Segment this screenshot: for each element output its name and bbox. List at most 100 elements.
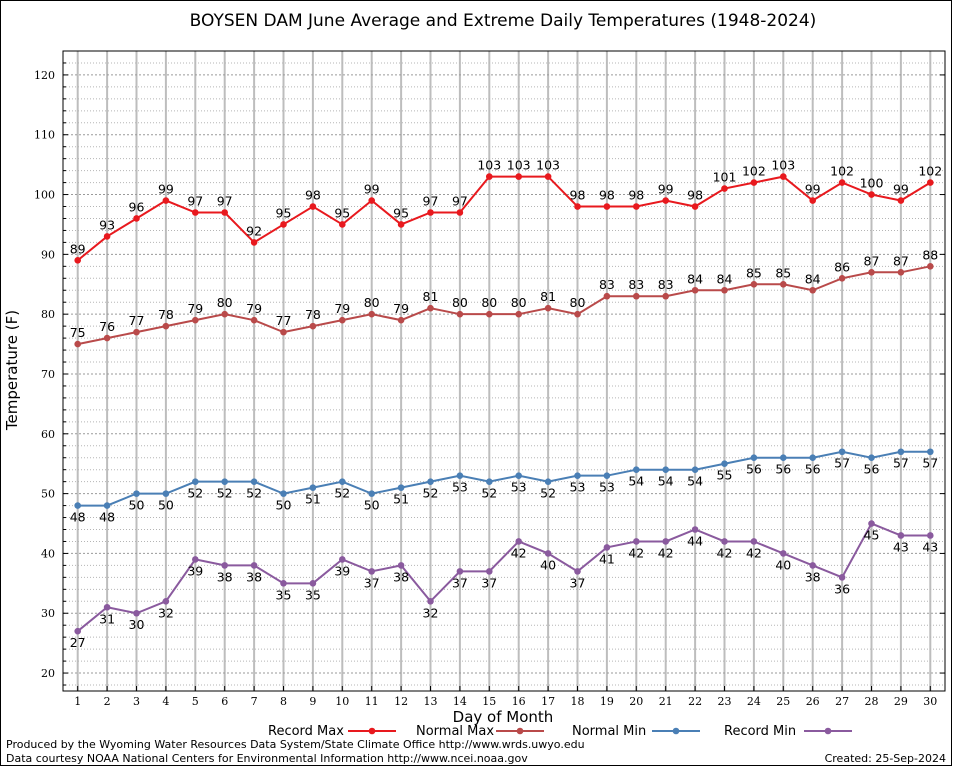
data-label: 43 [893, 539, 909, 554]
data-label: 97 [187, 193, 203, 208]
data-label: 99 [658, 182, 674, 197]
data-point [250, 316, 258, 324]
x-tick-label: 3 [133, 695, 140, 708]
data-point [192, 209, 199, 216]
chart-title: BOYSEN DAM June Average and Extreme Dail… [190, 11, 817, 31]
data-label: 99 [158, 182, 174, 197]
series: 89 93 96 99 97 97 92 95 98 95 99 95 97 97 103 103 103 98 9… [70, 158, 942, 651]
x-tick-label: 16 [512, 695, 526, 708]
x-tick-label: 2 [104, 695, 111, 708]
data-label: 99 [805, 182, 821, 197]
legend-swatch-marker [368, 727, 376, 735]
data-label: 98 [628, 188, 644, 203]
data-label: 79 [393, 301, 409, 316]
data-label: 56 [864, 462, 880, 477]
data-point [633, 538, 640, 545]
data-label: 50 [158, 498, 174, 513]
data-label: 80 [364, 295, 380, 310]
data-point [868, 520, 875, 527]
data-label: 87 [864, 253, 880, 268]
y-axis-label: Temperature (F) [3, 310, 21, 431]
data-point [339, 221, 346, 228]
footer-data-courtesy: Data courtesy NOAA National Centers for … [6, 752, 528, 765]
data-point [603, 472, 611, 479]
data-point [662, 292, 669, 300]
data-point [574, 472, 581, 479]
x-tick-label: 1 [74, 695, 81, 708]
data-point [74, 257, 81, 264]
data-label: 42 [746, 545, 762, 560]
data-point [456, 209, 464, 216]
y-tick-label: 30 [41, 607, 55, 620]
data-point [691, 526, 699, 533]
x-tick-label: 19 [600, 695, 614, 708]
data-label: 85 [746, 265, 762, 280]
data-label: 32 [423, 605, 439, 620]
data-label: 38 [805, 569, 821, 584]
data-point [192, 316, 199, 324]
data-label: 79 [334, 301, 350, 316]
series-line [77, 522, 931, 632]
data-label: 56 [775, 462, 791, 477]
data-point [368, 310, 376, 318]
data-point [897, 448, 905, 456]
data-label: 84 [805, 271, 821, 286]
data-label: 53 [452, 480, 468, 495]
data-point [133, 328, 140, 336]
data-point [250, 478, 258, 485]
data-point [868, 191, 875, 198]
data-point [691, 203, 699, 210]
data-point [721, 185, 728, 192]
data-label: 53 [599, 480, 615, 495]
data-point [691, 286, 699, 294]
data-point [368, 197, 376, 204]
data-label: 56 [805, 462, 821, 477]
data-label: 38 [217, 569, 233, 584]
data-label: 41 [599, 551, 615, 566]
data-point [309, 484, 317, 491]
x-tick-label: 7 [251, 695, 258, 708]
data-point [309, 580, 317, 587]
data-point [309, 203, 317, 210]
data-label: 79 [187, 301, 203, 316]
data-point [780, 173, 787, 180]
data-point [486, 173, 493, 180]
data-label: 31 [99, 611, 115, 626]
data-label: 77 [129, 313, 145, 328]
legend-label: Record Min [724, 724, 796, 739]
data-point [74, 502, 81, 509]
data-point [897, 197, 905, 204]
data-point [809, 454, 816, 462]
data-point [427, 597, 434, 605]
data-label: 32 [158, 605, 174, 620]
data-point [662, 538, 669, 545]
data-point [927, 179, 934, 186]
data-label: 50 [276, 498, 292, 513]
data-point [515, 173, 522, 180]
data-label: 53 [511, 480, 527, 495]
data-point [133, 609, 140, 617]
data-point [603, 292, 611, 300]
data-label: 101 [713, 170, 737, 185]
data-label: 83 [658, 277, 674, 292]
data-point [486, 310, 493, 318]
data-label: 78 [305, 307, 321, 322]
x-tick-label: 17 [541, 695, 555, 708]
data-label: 77 [276, 313, 292, 328]
data-point [633, 203, 640, 210]
data-point [574, 310, 581, 318]
data-label: 48 [99, 510, 115, 525]
data-label: 84 [687, 271, 703, 286]
data-point [280, 328, 287, 336]
data-label: 89 [70, 241, 86, 256]
data-label: 37 [364, 575, 380, 590]
data-label: 37 [570, 575, 586, 590]
data-point [250, 562, 258, 569]
data-point [544, 173, 552, 180]
series-normal-min: 48 48 50 50 52 52 52 50 51 52 50 51 52 53 52 53 52 53 53 54… [70, 448, 938, 525]
data-label: 75 [70, 325, 86, 340]
x-tick-label: 22 [688, 695, 702, 708]
data-point [868, 269, 875, 276]
data-label: 103 [477, 158, 501, 173]
